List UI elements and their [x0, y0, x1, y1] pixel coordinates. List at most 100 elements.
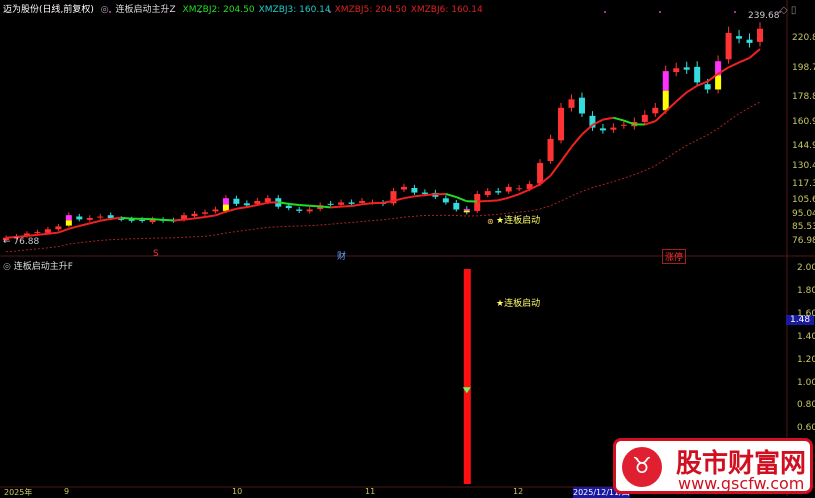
candle-body: [558, 108, 564, 140]
price-tick: 105.6: [792, 195, 815, 205]
sub-indicator-name[interactable]: 连板启动主升F: [14, 262, 73, 272]
candle-body: [254, 201, 260, 204]
candle-body: [705, 84, 711, 89]
sub-tick: 1.60: [797, 309, 815, 319]
ma-line-segment: [739, 58, 749, 62]
candle-body: [548, 139, 554, 161]
stock-title: 迈为股份(日线,前复权): [3, 5, 94, 15]
candle-body: [506, 187, 512, 192]
sub-tick: 0.80: [797, 400, 815, 410]
candle-body-highlight: [223, 205, 229, 211]
price-tick: 95.04: [792, 209, 815, 219]
top-dot: [734, 11, 736, 13]
top-dot: [659, 11, 661, 13]
candle-body: [443, 198, 449, 202]
candle-body: [307, 209, 313, 211]
top-dot: [604, 11, 606, 13]
candle-body: [108, 215, 114, 218]
date-tick: 11: [365, 487, 375, 496]
candle-body: [652, 108, 658, 113]
ma-line-segment: [79, 223, 89, 226]
candle-body-highlight: [715, 75, 721, 89]
ma-line-segment: [299, 205, 309, 206]
price-tick: 130.4: [792, 161, 815, 171]
candle-body: [55, 226, 61, 229]
candle-body-highlight: [66, 215, 72, 220]
ma-line-segment: [69, 226, 79, 229]
ma-line-segment: [488, 200, 498, 201]
candle-body: [45, 229, 51, 233]
candle-body: [76, 216, 82, 219]
candle-body: [359, 201, 365, 203]
candle-body: [453, 203, 459, 210]
price-tick: 76.98: [792, 236, 815, 246]
ma-line-segment: [205, 215, 215, 217]
sub-legend: ◎ 连板启动主升F: [3, 259, 73, 272]
ma-line-segment: [289, 204, 299, 205]
candle-body: [747, 40, 753, 43]
ma-line-segment: [404, 196, 414, 198]
price-tick: 117.3: [792, 179, 815, 189]
candle-body: [569, 99, 575, 107]
ma-line-segment: [561, 147, 571, 162]
candle-body: [757, 29, 763, 42]
date-tick: 2025年: [4, 487, 32, 498]
candle-body: [139, 220, 145, 221]
ma-line-segment: [498, 198, 508, 201]
candle-body: [610, 128, 616, 130]
bull-logo-icon: ♉: [622, 447, 662, 487]
low-price-label: ← 76.88: [3, 237, 39, 247]
marker-limit-up[interactable]: 涨停: [662, 249, 686, 264]
ma-line-segment: [582, 125, 592, 134]
candle-body: [192, 214, 198, 216]
sub-tick: 1.00: [797, 378, 815, 388]
ma-line-segment: [121, 218, 131, 219]
settings-icon[interactable]: ◎: [3, 262, 14, 272]
candle-body: [97, 217, 103, 218]
settings-icon[interactable]: ◎: [101, 5, 109, 15]
candle-body: [736, 36, 742, 38]
candle-body: [485, 191, 491, 195]
price-tick: 220.8: [792, 33, 815, 43]
ma-line-segment: [215, 212, 225, 216]
ma-line-segment: [236, 207, 246, 209]
marker-s[interactable]: S: [153, 249, 159, 259]
candle-body: [87, 218, 93, 220]
price-tick: 160.9: [792, 117, 815, 127]
ma-line-segment: [174, 220, 184, 221]
ma-line-segment: [37, 234, 47, 235]
sub-tick: 1.20: [797, 355, 815, 365]
candle-body: [34, 232, 40, 233]
marker-finance[interactable]: 财: [337, 249, 346, 262]
price-tick: 198.7: [792, 63, 815, 73]
ma-line-segment: [58, 229, 68, 233]
indicator-name[interactable]: 连板启动主升Z: [116, 5, 176, 15]
price-tick: 144.9: [792, 141, 815, 151]
candle-body: [338, 202, 344, 204]
candle-body: [673, 68, 679, 72]
candle-body: [516, 188, 522, 189]
candle-body: [726, 33, 732, 59]
legend-value: XMZBJ2: 204.50: [183, 5, 255, 15]
ma-line-segment: [509, 194, 519, 198]
ma-line-segment: [184, 218, 194, 219]
sub-tick: 2.00: [797, 263, 815, 273]
candle-body: [296, 210, 302, 211]
ma-line-segment: [456, 197, 466, 201]
ma-line-segment: [362, 203, 372, 204]
ma-line-segment: [425, 194, 435, 195]
ma-line-segment: [320, 206, 330, 207]
candle-body: [349, 202, 355, 203]
candle-body: [537, 163, 543, 184]
watermark-url: www.gscfw.com: [678, 474, 804, 493]
signal-bar: [464, 269, 471, 484]
ma-line-segment: [195, 217, 205, 218]
main-signal-label: ★连板启动: [496, 213, 540, 226]
window-icons[interactable]: ◇ ▯: [780, 5, 796, 16]
ma-line-segment: [603, 118, 613, 120]
candle-body: [579, 98, 585, 114]
ma-line-segment: [100, 219, 110, 221]
ma-line-segment: [613, 118, 623, 121]
